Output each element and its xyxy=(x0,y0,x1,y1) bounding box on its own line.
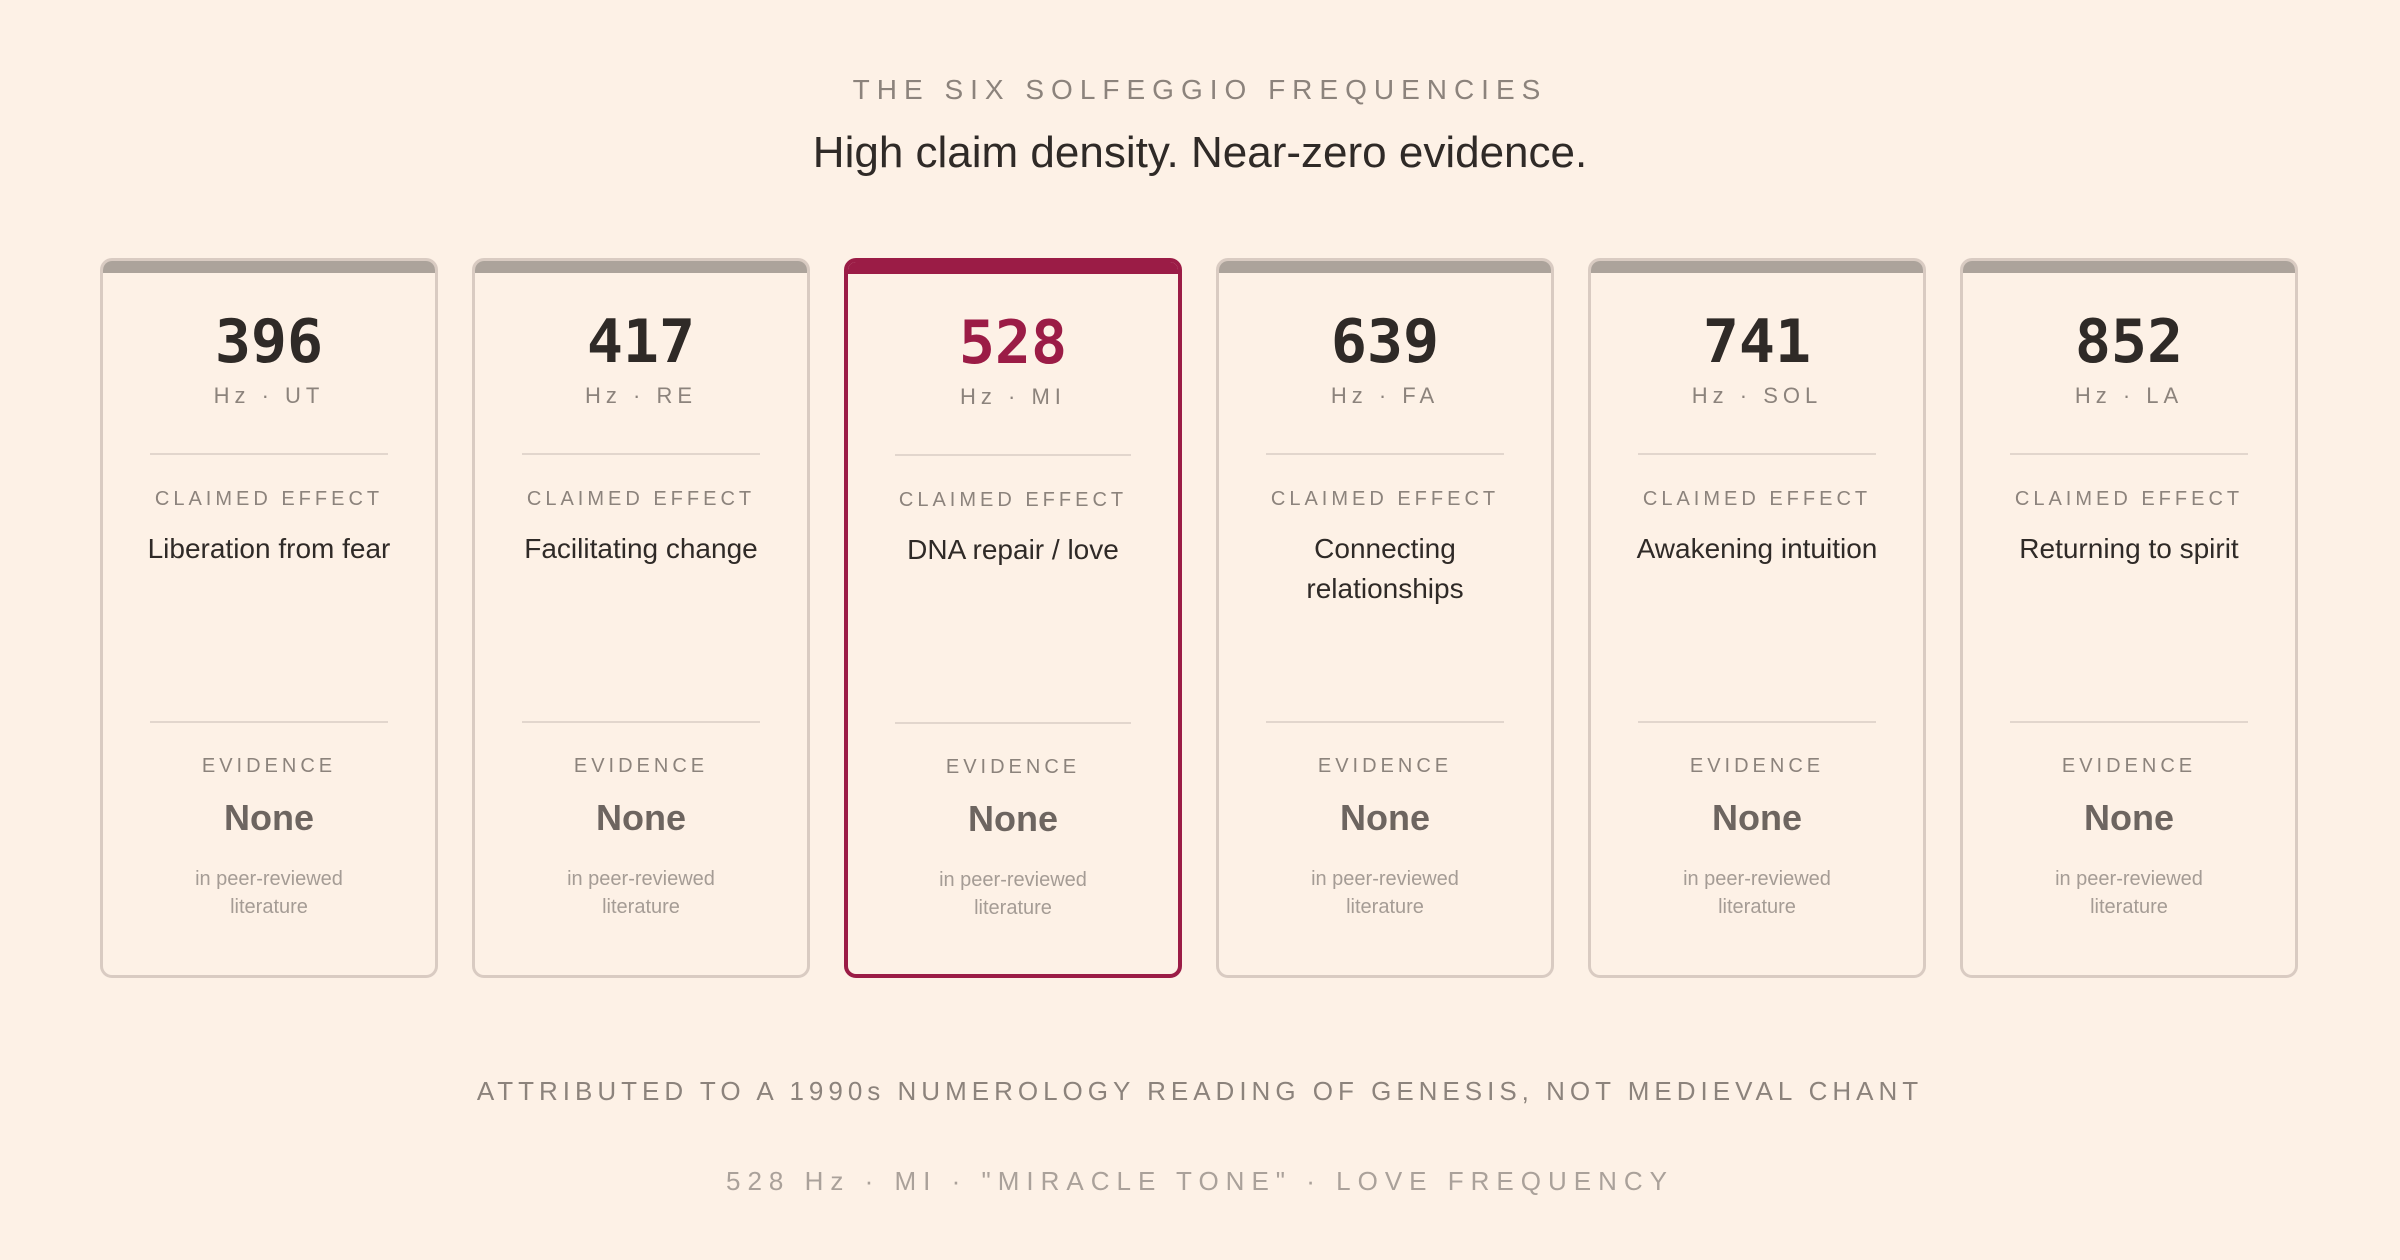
frequency-card-639: 639 Hz · FA CLAIMED EFFECT Connecting re… xyxy=(1216,258,1554,978)
evidence-label: EVIDENCE xyxy=(573,755,709,777)
frequency-card-396: 396 Hz · UT CLAIMED EFFECT Liberation fr… xyxy=(100,258,438,978)
card-frequency: 396 xyxy=(214,307,324,377)
card-top-bar xyxy=(1591,261,1923,273)
frequency-cards: 396 Hz · UT CLAIMED EFFECT Liberation fr… xyxy=(100,258,2300,982)
card-divider xyxy=(1266,721,1504,723)
frequency-card-852: 852 Hz · LA CLAIMED EFFECT Returning to … xyxy=(1960,258,2298,978)
card-divider xyxy=(895,722,1131,724)
card-frequency: 417 xyxy=(586,307,696,377)
claimed-effect-label: CLAIMED EFFECT xyxy=(1642,488,1872,510)
headline: High claim density. Near-zero evidence. xyxy=(812,128,1588,177)
card-frequency: 741 xyxy=(1702,307,1812,377)
card-claim: Returning to spirit xyxy=(2019,533,2239,564)
card-claim: DNA repair / love xyxy=(907,534,1119,565)
evidence-label: EVIDENCE xyxy=(1689,755,1825,777)
card-frequency: 528 xyxy=(958,308,1068,378)
card-divider xyxy=(1638,721,1876,723)
card-note: Hz · UT xyxy=(213,383,325,408)
card-divider xyxy=(150,721,388,723)
attribution-footnote: ATTRIBUTED TO A 1990s NUMEROLOGY READING… xyxy=(476,1076,1924,1106)
card-evidence: None xyxy=(1712,797,1802,838)
card-divider xyxy=(2010,721,2248,723)
claimed-effect-label: CLAIMED EFFECT xyxy=(1270,488,1500,510)
card-claim: Facilitating change xyxy=(524,533,758,564)
card-evidence: None xyxy=(1340,797,1430,838)
card-note: Hz · LA xyxy=(2074,383,2184,408)
card-evidence-note: in peer-reviewed literature xyxy=(195,868,343,918)
evidence-label: EVIDENCE xyxy=(2061,755,2197,777)
card-evidence: None xyxy=(968,798,1058,839)
card-divider xyxy=(522,721,760,723)
card-evidence-note: in peer-reviewed literature xyxy=(1311,868,1459,918)
claimed-effect-label: CLAIMED EFFECT xyxy=(154,488,384,510)
claimed-effect-label: CLAIMED EFFECT xyxy=(2014,488,2244,510)
frequency-card-741: 741 Hz · SOL CLAIMED EFFECT Awakening in… xyxy=(1588,258,1926,978)
card-divider xyxy=(150,453,388,455)
eyebrow-title: THE SIX SOLFEGGIO FREQUENCIES xyxy=(852,74,1548,105)
card-evidence-note: in peer-reviewed literature xyxy=(939,869,1087,919)
card-frequency: 639 xyxy=(1330,307,1440,377)
card-divider xyxy=(1638,453,1876,455)
card-top-bar xyxy=(475,261,807,273)
card-top-bar xyxy=(1963,261,2295,273)
card-evidence-note: in peer-reviewed literature xyxy=(2055,868,2203,918)
card-top-bar xyxy=(1219,261,1551,273)
claimed-effect-label: CLAIMED EFFECT xyxy=(526,488,756,510)
card-top-bar xyxy=(848,262,1178,274)
card-divider xyxy=(2010,453,2248,455)
card-note: Hz · FA xyxy=(1330,383,1440,408)
evidence-label: EVIDENCE xyxy=(1317,755,1453,777)
card-evidence: None xyxy=(596,797,686,838)
card-divider xyxy=(1266,453,1504,455)
card-evidence: None xyxy=(2084,797,2174,838)
tagline-footnote: 528 Hz · MI · "MIRACLE TONE" · LOVE FREQ… xyxy=(726,1166,1674,1196)
card-evidence: None xyxy=(224,797,314,838)
card-evidence-note: in peer-reviewed literature xyxy=(567,868,715,918)
card-frequency: 852 xyxy=(2074,307,2184,377)
frequency-card-528: 528 Hz · MI CLAIMED EFFECT DNA repair / … xyxy=(844,258,1182,978)
card-divider xyxy=(895,454,1131,456)
card-note: Hz · SOL xyxy=(1691,383,1823,408)
claimed-effect-label: CLAIMED EFFECT xyxy=(898,489,1128,511)
evidence-label: EVIDENCE xyxy=(201,755,337,777)
card-evidence-note: in peer-reviewed literature xyxy=(1683,868,1831,918)
card-divider xyxy=(522,453,760,455)
evidence-label: EVIDENCE xyxy=(945,756,1081,778)
card-note: Hz · MI xyxy=(960,384,1066,409)
card-claim: Connecting relationships xyxy=(1306,533,1464,604)
frequency-card-417: 417 Hz · RE CLAIMED EFFECT Facilitating … xyxy=(472,258,810,978)
card-claim: Liberation from fear xyxy=(147,533,391,564)
card-top-bar xyxy=(103,261,435,273)
card-note: Hz · RE xyxy=(585,383,697,408)
card-claim: Awakening intuition xyxy=(1636,533,1878,564)
